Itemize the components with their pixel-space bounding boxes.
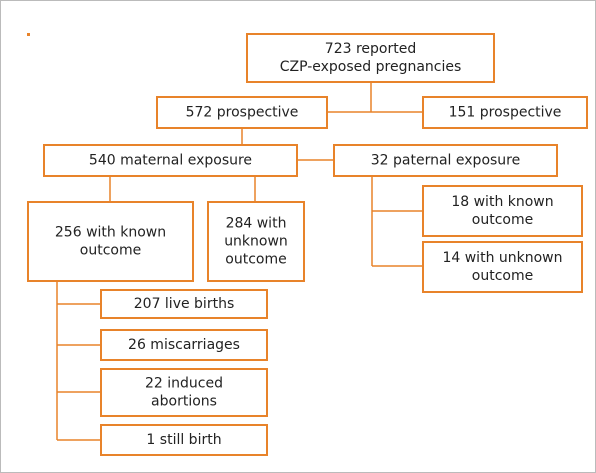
connector: [56, 281, 101, 441]
node-box: [100, 329, 268, 361]
node-label: 14 with unknown: [442, 250, 562, 266]
node-label: 18 with known: [451, 194, 553, 210]
node-label: outcome: [80, 243, 141, 259]
node-label: abortions: [151, 394, 217, 410]
node-label: 256 with known: [55, 225, 166, 241]
node-box: [100, 424, 268, 456]
node-label: 723 reported: [325, 41, 416, 57]
node-label: 284 with: [226, 216, 287, 232]
node-box: [100, 289, 268, 319]
node-label: 26 miscarriages: [128, 337, 240, 353]
connector: [371, 176, 423, 267]
node-box: [100, 368, 268, 417]
connector: [327, 82, 423, 113]
node-label: outcome: [225, 252, 286, 268]
node-label: 32 paternal exposure: [371, 153, 520, 169]
node-label: 151 prospective: [449, 105, 562, 121]
node-box: [422, 185, 583, 237]
node-label: 572 prospective: [186, 105, 299, 121]
node-label: outcome: [472, 212, 533, 228]
connectors: [56, 82, 423, 441]
node-box: [156, 96, 328, 129]
node-box: [422, 241, 583, 293]
node-label: 1 still birth: [146, 432, 221, 448]
node-box: [246, 33, 495, 83]
node-box: [43, 144, 298, 177]
node-box: [27, 201, 194, 282]
node-box: [333, 144, 558, 177]
node-label: unknown: [224, 234, 288, 250]
node-label: 540 maternal exposure: [89, 153, 252, 169]
connector: [109, 176, 256, 202]
node-label: 22 induced: [145, 376, 223, 392]
node-label: 207 live births: [134, 296, 235, 312]
node-box: [207, 201, 305, 282]
node-label: outcome: [472, 268, 533, 284]
dot: [27, 33, 30, 36]
nodes: 723 reported CZP-exposed pregnancies 572 p…: [27, 33, 588, 456]
node-label: CZP-exposed pregnancies: [280, 59, 462, 75]
node-box: [422, 96, 588, 129]
